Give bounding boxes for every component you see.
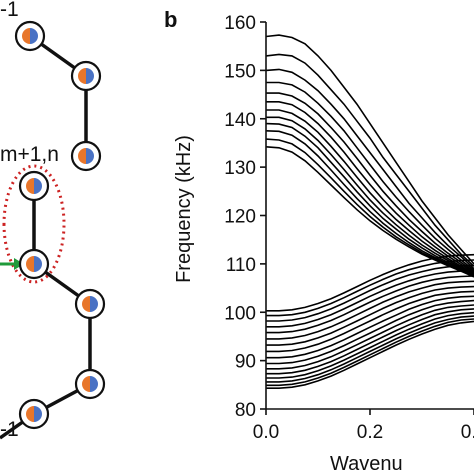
- node-left-half: [78, 148, 86, 164]
- lattice-node: [18, 170, 50, 202]
- dispersion-curve-4: [266, 81, 474, 271]
- y-tick-label: 80: [235, 400, 256, 421]
- y-tick-label: 130: [224, 158, 256, 179]
- node-right-half: [34, 178, 42, 194]
- dispersion-curve-27: [266, 318, 474, 387]
- dispersion-curve-6: [266, 101, 474, 274]
- node-right-half: [86, 68, 94, 84]
- label-top: -1: [0, 0, 19, 21]
- x-ticks: 0.0 0.2 0.4: [253, 409, 474, 443]
- x-tick-label: 0.2: [357, 422, 383, 443]
- y-tick-label: 160: [224, 13, 256, 34]
- node-left-half: [78, 68, 86, 84]
- lattice-node: [70, 60, 102, 92]
- x-tick-label: 0.4: [461, 422, 474, 443]
- dispersion-curve-3: [265, 68, 474, 270]
- dispersion-curve-24: [266, 308, 474, 375]
- dispersion-curve-21: [266, 295, 474, 359]
- dispersion-curve-25: [266, 311, 474, 379]
- lattice-node: [14, 20, 46, 52]
- dispersion-curve-8: [266, 116, 474, 276]
- plot-lines: [265, 34, 474, 389]
- dispersion-curve-14: [266, 259, 474, 317]
- node-left-half: [82, 296, 90, 312]
- node-right-half: [86, 148, 94, 164]
- honeycomb-lattice-panel: -1 m+1,n -1: [0, 0, 106, 441]
- y-tick-label: 110: [226, 255, 256, 276]
- y-tick-label: 120: [224, 207, 256, 228]
- dispersion-curve-7: [266, 109, 474, 275]
- y-tick-label: 100: [224, 303, 256, 324]
- lattice-node: [70, 140, 102, 172]
- dispersion-curve-28: [266, 320, 474, 389]
- panel-b-label: b: [164, 7, 177, 32]
- x-axis-title: Wavenu: [330, 453, 403, 474]
- label-middle: m+1,n: [0, 143, 59, 166]
- label-bottom: -1: [0, 418, 19, 441]
- dispersion-curve-15: [266, 264, 474, 322]
- node-right-half: [90, 376, 98, 392]
- dispersion-curve-17: [266, 275, 474, 334]
- dispersion-chart: 80 90 100 110 120 130 140 150 160 0.0 0.2 0.4 Freq…: [173, 13, 474, 474]
- dispersion-curve-23: [266, 304, 474, 370]
- lattice-node: [18, 248, 50, 280]
- x-tick-label: 0.0: [253, 422, 279, 443]
- dispersion-curve-18: [266, 280, 474, 340]
- dispersion-curve-20: [266, 290, 474, 353]
- dispersion-curve-13: [266, 253, 474, 312]
- node-right-half: [90, 296, 98, 312]
- lattice-node: [18, 398, 50, 430]
- y-tick-label: 90: [235, 352, 256, 373]
- dispersion-curve-11: [265, 138, 474, 278]
- dispersion-curve-1: [265, 34, 474, 265]
- y-tick-label: 150: [224, 61, 256, 82]
- node-left-half: [26, 178, 34, 194]
- y-ticks: 80 90 100 110 120 130 140 150 160: [224, 13, 266, 421]
- dispersion-curve-22: [266, 299, 474, 365]
- node-right-half: [34, 406, 42, 422]
- node-right-half: [34, 256, 42, 272]
- node-left-half: [22, 28, 30, 44]
- dispersion-curve-2: [265, 53, 474, 267]
- node-left-half: [26, 256, 34, 272]
- lattice-node: [74, 288, 106, 320]
- dispersion-curve-19: [266, 285, 474, 346]
- node-right-half: [30, 28, 38, 44]
- lattice-node: [74, 368, 106, 400]
- dispersion-curve-5: [266, 92, 474, 273]
- y-tick-label: 140: [224, 110, 256, 131]
- lattice-nodes: [14, 20, 106, 430]
- dispersion-curve-16: [266, 269, 474, 328]
- dispersion-curve-12: [265, 146, 474, 278]
- node-left-half: [26, 406, 34, 422]
- node-left-half: [82, 376, 90, 392]
- y-axis-title: Frequency (kHz): [173, 135, 195, 283]
- dispersion-curve-10: [265, 130, 474, 277]
- dispersion-curve-26: [266, 315, 474, 383]
